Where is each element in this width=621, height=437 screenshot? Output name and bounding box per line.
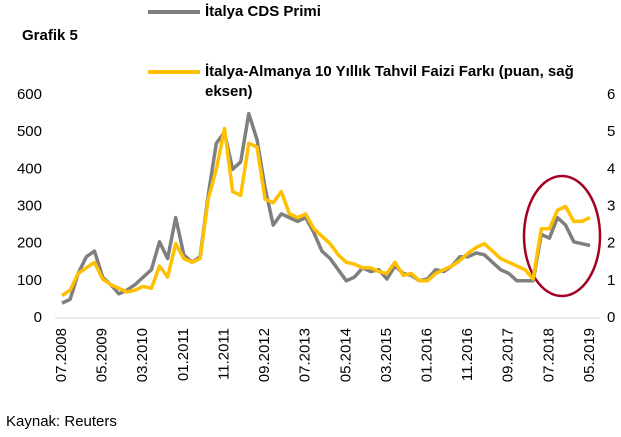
x-tick-label: 05.2014 [337,328,354,382]
y2-tick-label: 5 [607,123,615,140]
y2-tick-label: 6 [607,86,615,103]
y2-tick-label: 4 [607,160,615,177]
x-tick-label: 07.2018 [540,328,557,382]
y-tick-label: 0 [34,309,42,326]
y-tick-label: 300 [17,197,42,214]
x-tick-label: 11.2016 [459,328,476,381]
highlight-ellipse [522,174,602,298]
y-tick-label: 400 [17,160,42,177]
x-tick-label: 11.2011 [215,328,232,380]
x-tick-label: 03.2015 [378,328,395,382]
series-line [61,111,591,305]
source: Kaynak: Reuters [6,413,117,430]
y2-tick-label: 1 [607,272,615,289]
y2-tick-label: 3 [607,197,615,214]
y-tick-label: 200 [17,235,42,252]
chart-title: Grafik 5 [22,27,78,44]
x-tick-label: 03.2010 [134,328,151,382]
y-tick-label: 600 [17,86,42,103]
x-tick-label: 07.2008 [53,328,70,382]
y-tick-label: 500 [17,123,42,140]
legend-label: İtalya-Almanya 10 Yıllık Tahvil Faizi Fa… [205,63,574,100]
series-line [61,126,591,298]
x-tick-label: 09.2012 [256,328,273,382]
legend-label: İtalya CDS Primi [205,3,321,20]
y-tick-label: 100 [17,272,42,289]
x-tick-label: 05.2009 [94,328,111,382]
y2-tick-label: 2 [607,235,615,252]
x-tick-label: 07.2013 [297,328,314,382]
x-tick-label: 01.2011 [175,328,192,381]
x-tick-label: 01.2016 [419,328,436,382]
x-tick-label: 09.2017 [500,328,517,382]
y2-tick-label: 0 [607,309,615,326]
x-tick-label: 05.2019 [581,328,598,382]
